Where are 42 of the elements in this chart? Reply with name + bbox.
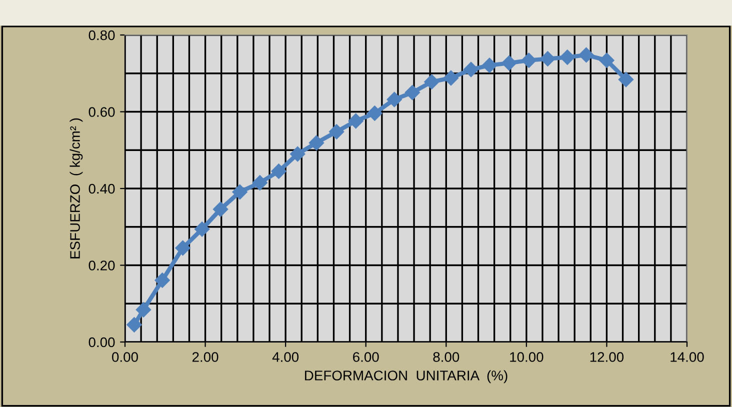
y-tick-label: 0.20 (88, 260, 115, 270)
point (271, 164, 286, 179)
point (463, 62, 479, 78)
point (618, 72, 634, 88)
point (212, 202, 228, 217)
point (386, 92, 402, 108)
y-tick-label: 0.00 (88, 337, 115, 348)
point (424, 74, 440, 90)
x-tick-label: 14.00 (670, 352, 704, 362)
x-tick-label: 8.00 (433, 352, 460, 362)
x-axis-title: DEFORMACION UNITARIA (%) (305, 370, 508, 384)
point (154, 272, 170, 288)
x-tick-label: 6.00 (353, 352, 379, 362)
point (136, 302, 152, 318)
y-tick-label: 0.40 (88, 184, 115, 194)
point (404, 84, 420, 100)
x-tick-label: 2.00 (192, 352, 218, 362)
point (252, 175, 268, 190)
x-tick-label: 10.00 (510, 352, 544, 362)
point (443, 70, 459, 86)
point (578, 47, 594, 63)
x-tick-label: 12.00 (590, 352, 624, 362)
point (367, 106, 382, 121)
x-tick-label: 4.00 (272, 352, 299, 362)
point (126, 317, 142, 332)
point (175, 240, 190, 256)
x-tick-label: 0.00 (112, 352, 138, 362)
point (232, 184, 248, 200)
point (560, 50, 575, 65)
y-axis-title: ESFUERZO ( kg/cm² ) (70, 118, 83, 258)
y-tick-label: 0.80 (88, 30, 115, 40)
point (482, 58, 498, 73)
point (540, 51, 556, 66)
y-tick-label: 0.60 (88, 107, 115, 117)
point (521, 52, 536, 68)
point (599, 52, 614, 68)
point (348, 113, 364, 129)
point (328, 124, 344, 140)
point (502, 55, 517, 71)
point (194, 222, 210, 237)
point (308, 135, 324, 150)
point (290, 146, 306, 162)
